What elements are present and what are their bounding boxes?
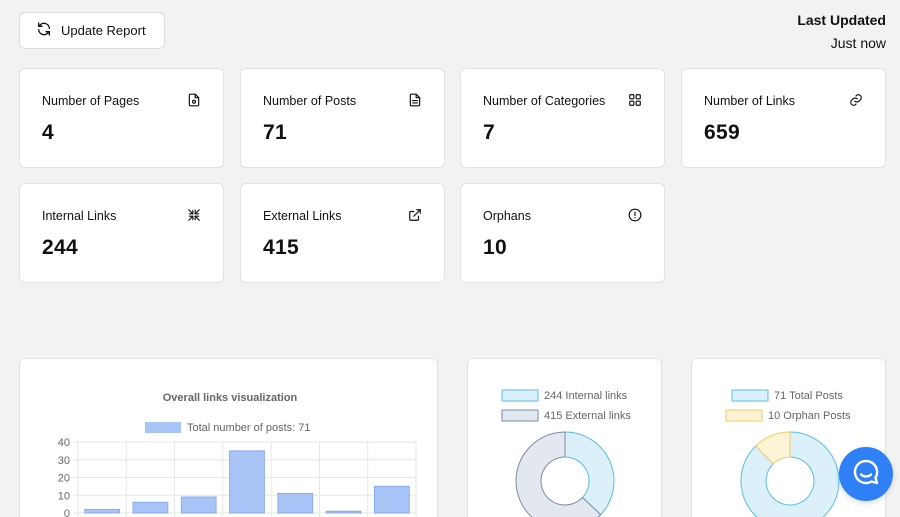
stat-value: 7 [483, 121, 495, 144]
stat-card-categories: Number of Categories 7 [460, 68, 665, 168]
external-link-icon [408, 208, 422, 222]
alert-circle-icon [628, 208, 642, 222]
legend-label-total-posts: 71 Total Posts [774, 390, 843, 402]
stat-label: Orphans [483, 209, 531, 223]
donut-slices [740, 431, 840, 517]
bar [325, 510, 362, 514]
stat-label: Internal Links [42, 209, 117, 223]
posts-donut-chart: 71 Total Posts 10 Orphan Posts [725, 389, 851, 517]
link-icon [849, 93, 863, 107]
stat-card-posts: Number of Posts 71 [240, 68, 445, 168]
stat-label: External Links [263, 209, 342, 223]
bar [277, 492, 314, 514]
chart-grid [74, 441, 417, 517]
refresh-icon [36, 21, 52, 40]
stat-card-external-links: External Links 415 [240, 183, 445, 283]
page-settings-icon [187, 93, 201, 107]
links-donut-panel: 244 Internal links 415 External links [467, 358, 662, 517]
y-tick-label: 30 [58, 455, 70, 467]
chart-title: Overall links visualization [163, 392, 298, 404]
legend-swatch-internal [501, 389, 539, 402]
legend-swatch-external [501, 409, 539, 422]
bar-series [84, 450, 410, 514]
update-report-label: Update Report [61, 23, 146, 38]
stat-card-pages: Number of Pages 4 [19, 68, 224, 168]
stat-value: 415 [263, 236, 299, 259]
donut-slice [740, 431, 840, 517]
stat-value: 10 [483, 236, 507, 259]
legend-swatch [145, 422, 181, 433]
collapse-arrows-icon [187, 208, 201, 222]
stat-label: Number of Links [704, 94, 796, 108]
stat-label: Number of Categories [483, 94, 606, 108]
legend-label-external: 415 External links [544, 410, 631, 422]
stat-value: 244 [42, 236, 78, 259]
update-report-button[interactable]: Update Report [19, 12, 165, 49]
grid-icon [628, 93, 642, 107]
links-bar-chart-panel: Overall links visualization Total number… [19, 358, 438, 517]
legend-label-orphan-posts: 10 Orphan Posts [768, 410, 851, 422]
bar [180, 496, 217, 514]
legend-swatch-orphan-posts [725, 409, 763, 422]
bar [373, 485, 410, 514]
stat-value: 71 [263, 121, 287, 144]
donut-slice [754, 431, 791, 465]
bar [229, 450, 265, 514]
document-icon [408, 93, 422, 107]
legend-label-internal: 244 Internal links [544, 390, 628, 402]
stat-label: Number of Pages [42, 94, 140, 108]
stat-card-internal-links: Internal Links 244 [19, 183, 224, 283]
bar [84, 508, 121, 514]
legend-label: Total number of posts: 71 [187, 422, 311, 434]
y-axis-ticks: 0 10 20 30 40 [58, 437, 70, 517]
last-updated: Last Updated Just now [797, 12, 886, 51]
stat-value: 4 [42, 121, 54, 144]
stat-card-links: Number of Links 659 [681, 68, 886, 168]
donut-slice [515, 431, 602, 517]
chat-bubble-icon [851, 457, 881, 492]
stat-label: Number of Posts [263, 94, 357, 108]
last-updated-value: Just now [830, 35, 886, 51]
stat-value: 659 [704, 121, 740, 144]
y-tick-label: 10 [58, 490, 70, 502]
donut-slices [515, 431, 615, 517]
chat-button[interactable] [839, 447, 893, 501]
y-tick-label: 20 [58, 473, 70, 485]
last-updated-title: Last Updated [797, 12, 886, 28]
bar [132, 501, 169, 514]
y-tick-label: 40 [58, 437, 70, 449]
legend-swatch-total-posts [731, 389, 769, 402]
links-bar-chart: Overall links visualization Total number… [58, 392, 417, 517]
donut-slice [564, 431, 615, 516]
stat-card-orphans: Orphans 10 [460, 183, 665, 283]
links-donut-chart: 244 Internal links 415 External links [501, 389, 631, 517]
y-tick-label: 0 [64, 508, 70, 517]
